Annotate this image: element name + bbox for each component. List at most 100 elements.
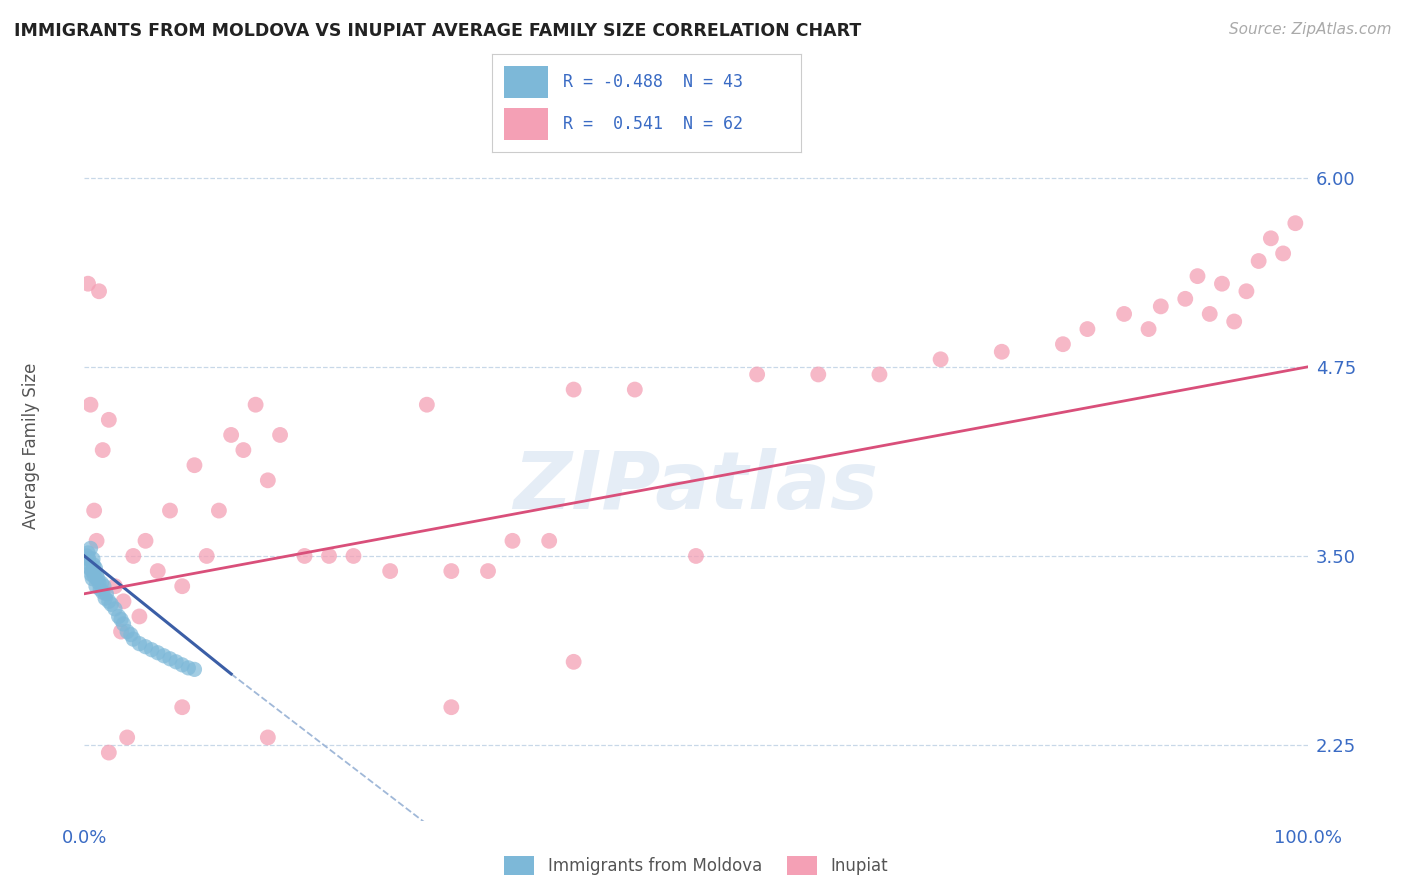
Point — [929, 352, 952, 367]
Text: Source: ZipAtlas.com: Source: ZipAtlas.com — [1229, 22, 1392, 37]
Point — [77, 557, 100, 571]
Point — [416, 398, 439, 412]
Point — [1272, 246, 1295, 260]
Point — [146, 564, 169, 578]
Point — [172, 700, 194, 714]
Point — [183, 662, 205, 676]
Point — [1223, 314, 1246, 328]
Point — [747, 368, 769, 382]
Point — [83, 558, 105, 572]
Bar — [505, 66, 548, 98]
Point — [1211, 277, 1233, 291]
Point — [257, 473, 280, 487]
Point — [104, 602, 127, 616]
Point — [84, 579, 107, 593]
Point — [440, 700, 463, 714]
Legend: Immigrants from Moldova, Inupiat: Immigrants from Moldova, Inupiat — [498, 849, 894, 882]
Point — [80, 564, 103, 578]
Point — [501, 533, 523, 548]
Point — [77, 546, 100, 560]
Point — [624, 383, 647, 397]
Point — [82, 552, 104, 566]
Point — [115, 731, 138, 745]
Point — [79, 541, 101, 556]
Point — [86, 567, 108, 582]
Point — [991, 344, 1014, 359]
Point — [342, 549, 364, 563]
Point — [159, 503, 181, 517]
Point — [440, 564, 463, 578]
Point — [87, 576, 110, 591]
Point — [562, 655, 585, 669]
Point — [84, 561, 107, 575]
Point — [1260, 231, 1282, 245]
Point — [107, 609, 129, 624]
Point — [562, 383, 585, 397]
Point — [135, 640, 157, 654]
Point — [1187, 269, 1209, 284]
Point — [135, 533, 157, 548]
Point — [115, 624, 138, 639]
Point — [1114, 307, 1136, 321]
Point — [318, 549, 340, 563]
Point — [90, 576, 112, 591]
Point — [97, 746, 120, 760]
Point — [869, 368, 891, 382]
Point — [294, 549, 316, 563]
Point — [77, 552, 100, 566]
Point — [122, 549, 145, 563]
Point — [79, 398, 101, 412]
Point — [89, 582, 111, 597]
Point — [91, 585, 114, 599]
Point — [538, 533, 561, 548]
Point — [93, 579, 115, 593]
Point — [79, 561, 101, 575]
Point — [82, 572, 104, 586]
Point — [83, 570, 105, 584]
Point — [83, 503, 105, 517]
Point — [77, 277, 100, 291]
Point — [1174, 292, 1197, 306]
Point — [128, 637, 150, 651]
Point — [208, 503, 231, 517]
Point — [110, 624, 132, 639]
Point — [257, 731, 280, 745]
Bar — [505, 109, 548, 140]
Point — [83, 564, 105, 578]
Point — [110, 612, 132, 626]
Point — [183, 458, 205, 473]
Point — [104, 579, 127, 593]
Point — [477, 564, 499, 578]
Point — [80, 567, 103, 582]
Point — [1247, 254, 1270, 268]
Point — [380, 564, 402, 578]
Point — [96, 587, 118, 601]
Point — [195, 549, 218, 563]
Point — [87, 572, 110, 586]
Text: R = -0.488  N = 43: R = -0.488 N = 43 — [564, 73, 744, 91]
Point — [219, 428, 242, 442]
Point — [112, 617, 135, 632]
Point — [1137, 322, 1160, 336]
Point — [1076, 322, 1098, 336]
Point — [1052, 337, 1074, 351]
Point — [159, 652, 181, 666]
Point — [94, 591, 117, 606]
Point — [100, 598, 122, 612]
Point — [146, 646, 169, 660]
Point — [153, 648, 176, 663]
Text: R =  0.541  N = 62: R = 0.541 N = 62 — [564, 115, 744, 133]
Point — [177, 661, 200, 675]
Point — [86, 533, 108, 548]
Point — [87, 285, 110, 299]
Point — [1284, 216, 1306, 230]
Point — [269, 428, 291, 442]
Point — [76, 549, 98, 563]
Point — [172, 657, 194, 672]
Point — [141, 642, 163, 657]
Text: ZIPatlas: ZIPatlas — [513, 448, 879, 525]
Point — [685, 549, 707, 563]
Point — [112, 594, 135, 608]
Point — [97, 413, 120, 427]
Point — [122, 632, 145, 647]
